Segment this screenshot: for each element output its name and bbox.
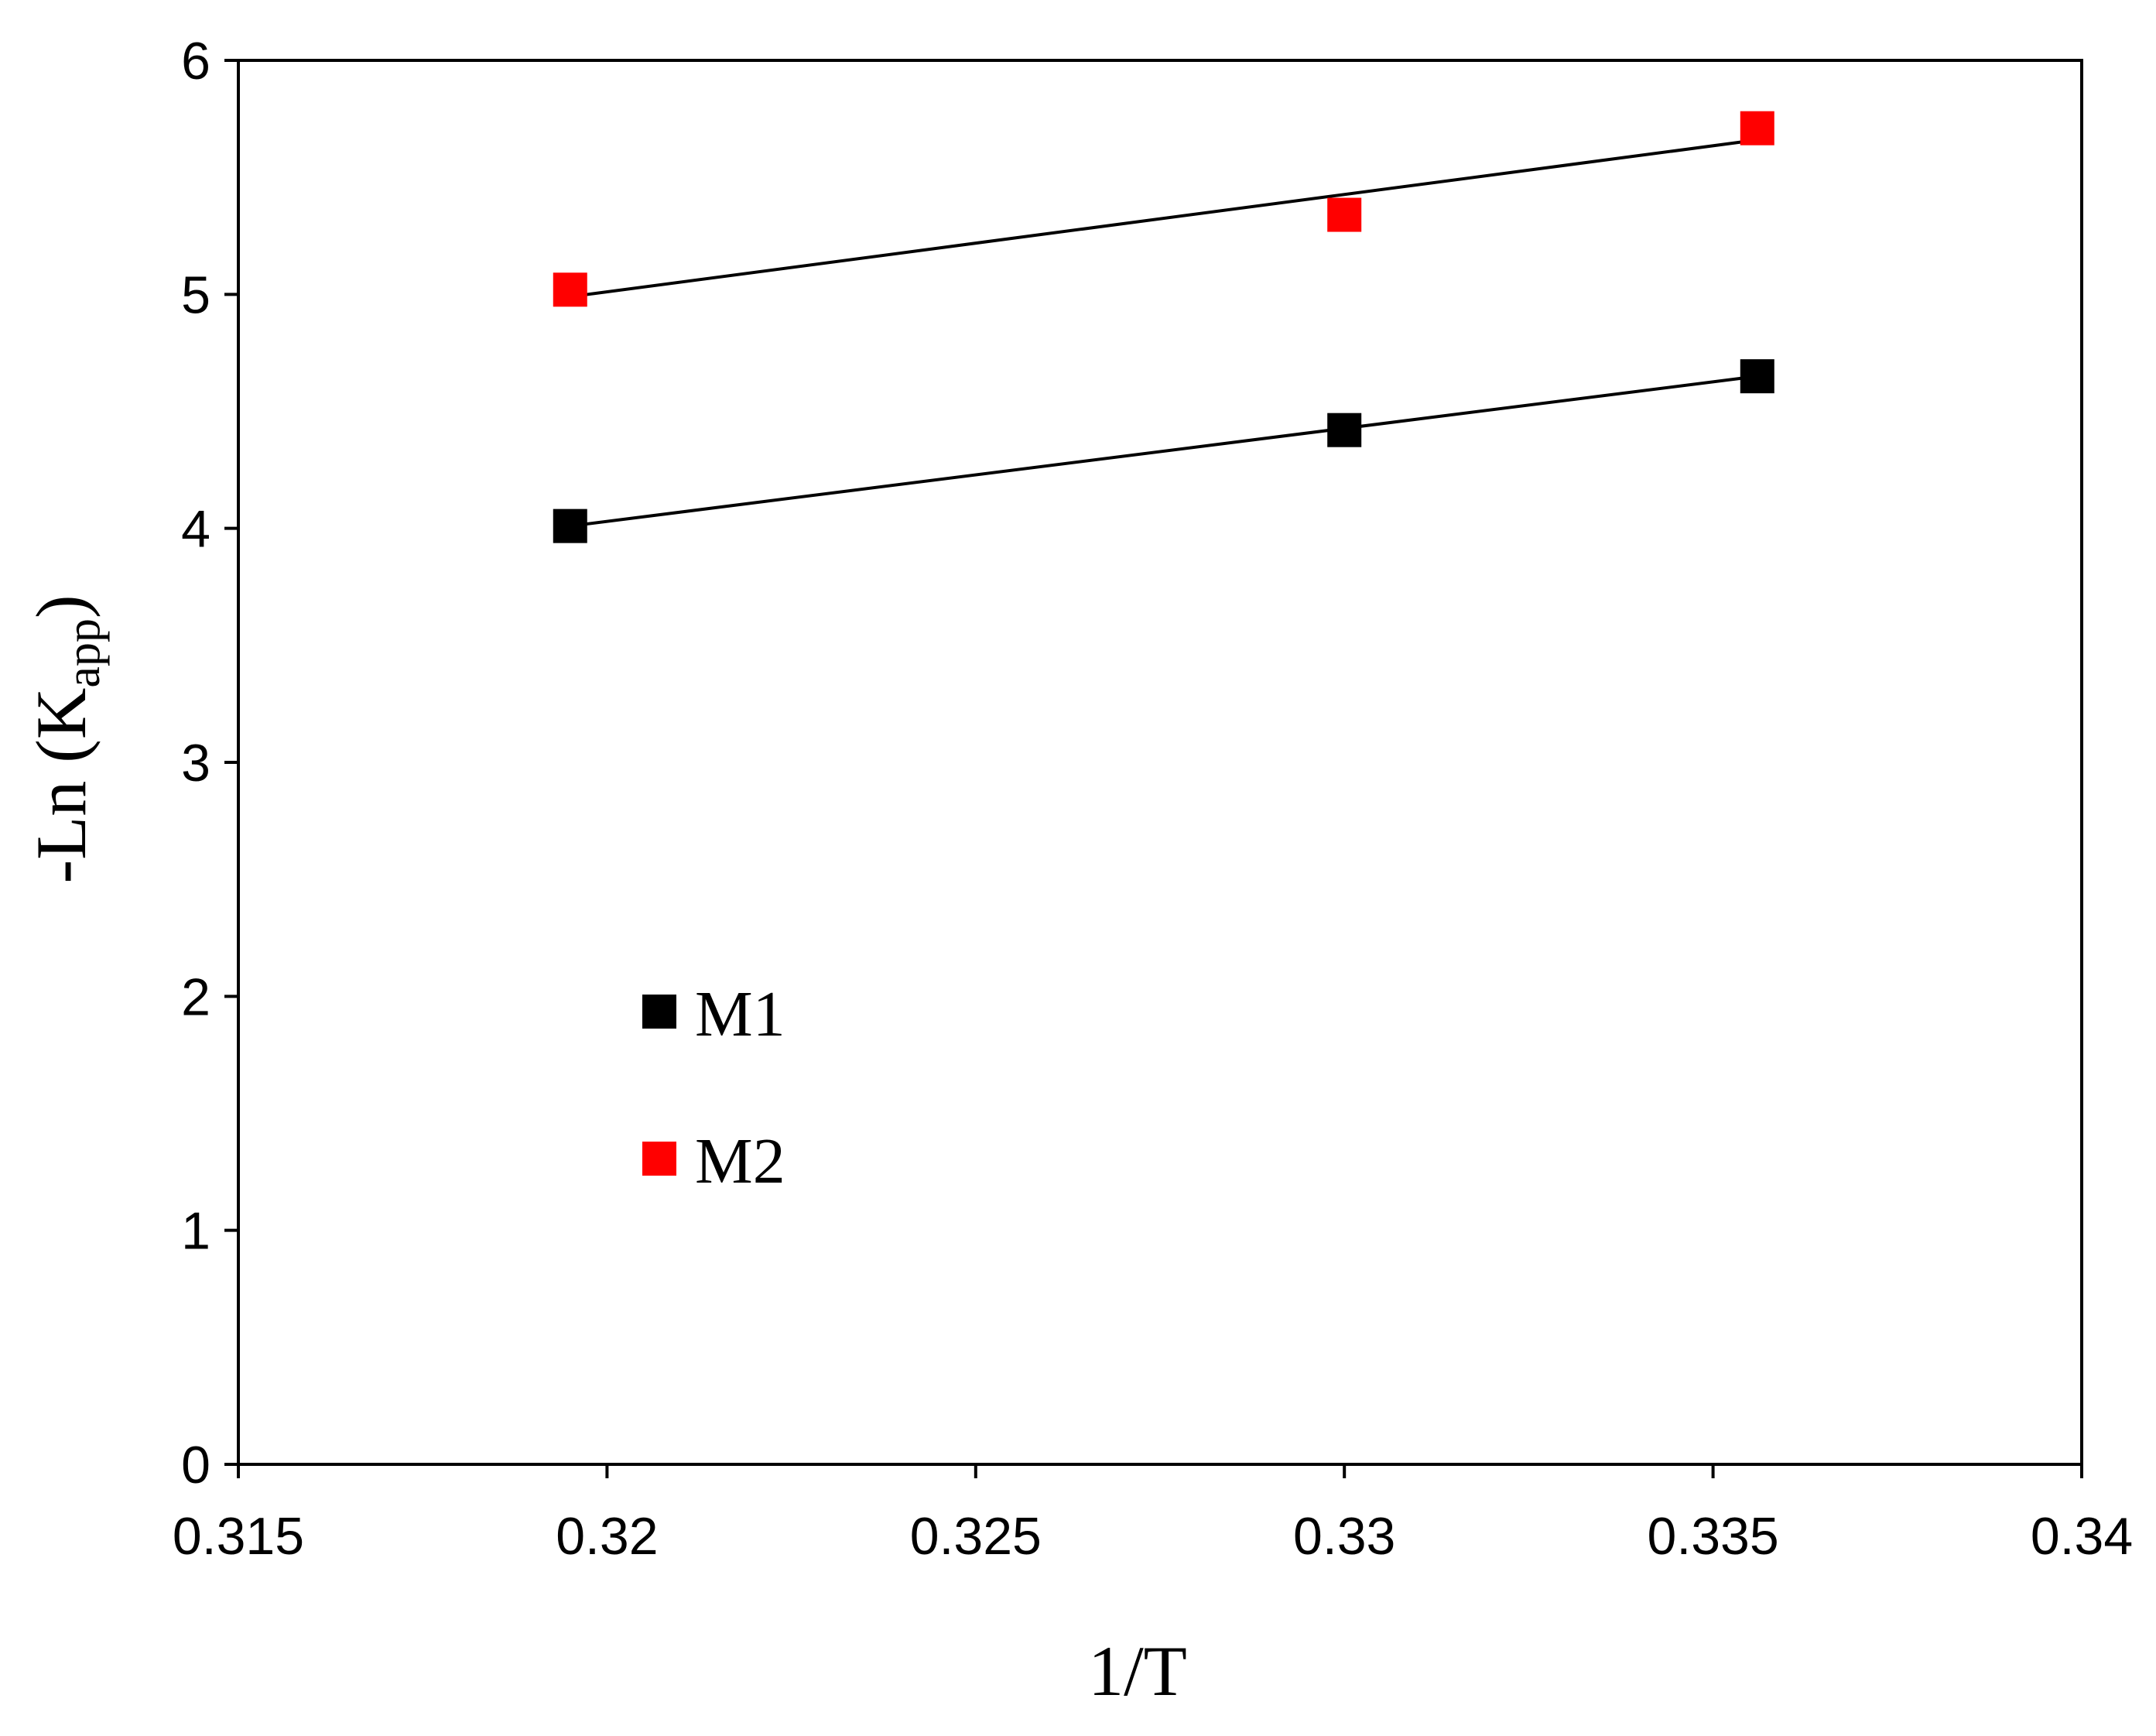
- legend-label-m2: M2: [695, 1125, 785, 1197]
- x-tick-label: 0.335: [1648, 1507, 1779, 1566]
- y-tick-label: 0: [181, 1436, 210, 1495]
- legend-marker-m1: [642, 995, 676, 1029]
- y-axis-title-subscript: app: [57, 618, 110, 688]
- legend-marker-m2: [642, 1142, 676, 1176]
- y-axis-title-close: ): [22, 594, 101, 618]
- x-axis: 0.315 0.32 0.325 0.33 0.335 0.34: [173, 1464, 2133, 1566]
- trendline-m1: [570, 375, 1758, 528]
- x-axis-title: 1/T: [1088, 1632, 1187, 1710]
- trendlines: [570, 138, 1758, 528]
- x-tick-label: 0.325: [910, 1507, 1042, 1566]
- y-tick-label: 6: [181, 32, 210, 91]
- data-point-m1: [1740, 359, 1774, 394]
- trendline-m2: [570, 138, 1758, 299]
- y-tick-label: 4: [181, 500, 210, 559]
- data-point-m1: [553, 508, 587, 543]
- data-point-m2: [1327, 197, 1362, 232]
- y-tick-label: 1: [181, 1202, 210, 1261]
- legend-label-m1: M1: [695, 978, 785, 1050]
- x-tick-label: 0.315: [173, 1507, 304, 1566]
- y-tick-label: 3: [181, 734, 210, 793]
- legend: M1 M2: [642, 978, 785, 1197]
- y-axis-title: -Ln (Kapp): [22, 594, 110, 883]
- y-axis-title-main: -Ln (K: [22, 688, 101, 884]
- y-axis: 0 1 2 3 4 5 6: [181, 32, 238, 1495]
- x-tick-label: 0.32: [556, 1507, 658, 1566]
- data-point-m2: [1740, 111, 1774, 146]
- data-markers: [553, 111, 1774, 543]
- x-tick-label: 0.34: [2031, 1507, 2133, 1566]
- data-point-m2: [553, 272, 587, 307]
- y-tick-label: 5: [181, 265, 210, 324]
- x-tick-label: 0.33: [1293, 1507, 1395, 1566]
- y-tick-label: 2: [181, 967, 210, 1026]
- data-point-m1: [1327, 413, 1362, 447]
